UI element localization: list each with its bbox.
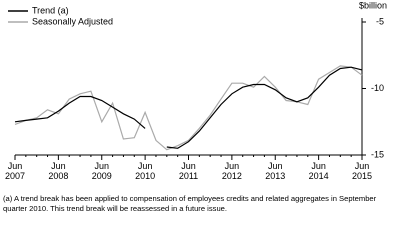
x-tick-label: Jun 2012 <box>221 161 242 181</box>
x-tick-label: Jun 2010 <box>135 161 156 181</box>
x-tick-label: Jun 2011 <box>178 161 199 181</box>
series-line <box>14 66 363 149</box>
x-tick-label: Jun 2015 <box>351 161 373 181</box>
footnote: (a) A trend break has been applied to co… <box>3 194 377 213</box>
y-tick-label: -5 <box>376 16 384 26</box>
legend-label: Seasonally Adjusted <box>32 16 113 26</box>
x-tick-label: Jun 2009 <box>91 161 112 181</box>
legend-label: Trend (a) <box>32 5 69 15</box>
chart: $billion -5 -10 -15 Trend (a) Seasonally Adj… <box>3 0 388 213</box>
y-tick-label: -15 <box>371 149 384 159</box>
x-tick-label: Jun 2007 <box>4 161 26 181</box>
x-tick-label: Jun 2013 <box>265 161 286 181</box>
series-line <box>14 65 363 151</box>
x-tick-label: Jun 2008 <box>48 161 69 181</box>
x-tick-label: Jun 2014 <box>308 161 329 181</box>
plot: $billion -5 -10 -15 Trend (a)Seasonally Adj… <box>8 0 387 160</box>
unit-label: $billion <box>359 0 387 10</box>
y-tick-label: -10 <box>371 83 384 93</box>
